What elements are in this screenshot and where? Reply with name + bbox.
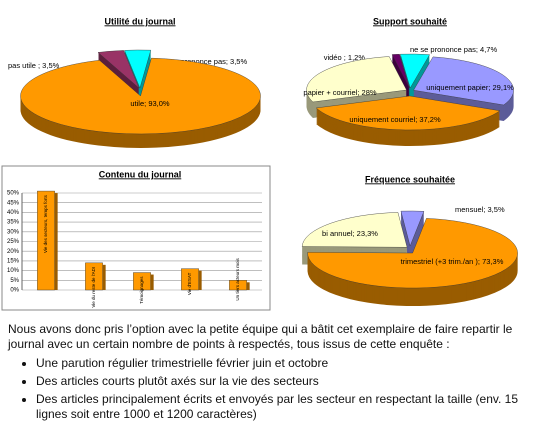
slice-side xyxy=(392,56,410,91)
slice-side xyxy=(392,59,410,94)
slice xyxy=(20,57,261,135)
slice-label: uniquement courriel; 37,2% xyxy=(349,115,441,124)
slice-label: ne se prononce pas; 4,7% xyxy=(410,45,497,54)
y-tick-label: 10% xyxy=(7,268,20,274)
bar-side xyxy=(246,282,250,290)
bar xyxy=(37,190,55,291)
slice-label: mensuel; 3,5% xyxy=(455,205,505,214)
slice-label: vidéo ; 1,2% xyxy=(324,53,366,62)
x-tick-label: Un tiers acteurs mois xyxy=(235,258,240,301)
chart-title: Fréquence souhaitée xyxy=(365,174,455,184)
y-tick-label: 15% xyxy=(7,258,20,264)
slice xyxy=(301,212,408,248)
slice xyxy=(400,53,430,89)
slice xyxy=(391,53,410,89)
slice xyxy=(97,50,140,89)
y-tick-label: 35% xyxy=(7,220,20,226)
chart-title: Contenu du journal xyxy=(99,169,182,179)
slice-label: ne se prononce pas; 3,5% xyxy=(160,57,247,66)
x-tick-label: Vie du reste de l'ADI xyxy=(91,267,96,308)
charts: Utilité du journal pas utile ; 3,5% ne se … xyxy=(1,16,518,311)
slice-label: bi annuel; 23,3% xyxy=(322,229,378,238)
document: Nous avons donc pris l’option avec la pe… xyxy=(8,322,546,425)
slice xyxy=(315,95,501,131)
y-tick-label: 45% xyxy=(7,200,20,206)
bullet: Des articles courts plutôt axés sur la v… xyxy=(36,374,546,389)
y-tick-label: 40% xyxy=(7,210,20,216)
chart-frame xyxy=(1,165,271,311)
bar xyxy=(229,280,247,291)
y-tick-label: 50% xyxy=(7,191,20,197)
y-tick-label: 20% xyxy=(7,249,20,255)
bar xyxy=(133,272,151,291)
slice-side xyxy=(392,58,410,93)
bar-side xyxy=(54,193,58,290)
bullet: Une parution régulier trimestrielle févr… xyxy=(36,356,546,371)
slice-side xyxy=(392,57,410,92)
slice-label: trimestriel (+3 trim./an ); 73,3% xyxy=(401,257,504,266)
x-tick-label: Témoignages xyxy=(139,276,144,304)
bar xyxy=(85,262,103,291)
y-tick-label: 0% xyxy=(10,288,19,294)
paragraph: Nous avons donc pris l’option avec la pe… xyxy=(8,322,513,351)
slice-label: pas utile ; 3,5% xyxy=(8,61,60,70)
slice xyxy=(400,210,425,247)
slice xyxy=(124,49,152,89)
slice-label: utile; 93,0% xyxy=(130,99,170,108)
y-tick-label: 5% xyxy=(10,278,19,284)
slice xyxy=(413,56,514,106)
slice-side xyxy=(392,60,410,95)
y-tick-label: 25% xyxy=(7,239,20,245)
bullet: Des articles principalement écrits et en… xyxy=(36,392,546,422)
slice xyxy=(306,56,407,103)
x-tick-label: Vie des secteurs, temps forts xyxy=(43,194,48,253)
bar xyxy=(181,268,199,291)
slice-side xyxy=(392,61,410,96)
slice-label: papier + courriel; 28% xyxy=(303,88,376,97)
slice xyxy=(307,218,518,289)
chart-title: Utilité du journal xyxy=(105,16,176,26)
chart-title: Support souhaité xyxy=(373,16,447,26)
bar-side xyxy=(150,274,154,290)
y-tick-label: 30% xyxy=(7,229,20,235)
bar-side xyxy=(198,270,202,290)
x-tick-label: Vie d'ESAT xyxy=(187,272,192,295)
slice-side xyxy=(392,55,410,90)
bullet-list: Une parution régulier trimestrielle févr… xyxy=(8,356,546,422)
slice-label: uniquement papier; 29,1% xyxy=(426,83,514,92)
bar-side xyxy=(102,264,106,290)
